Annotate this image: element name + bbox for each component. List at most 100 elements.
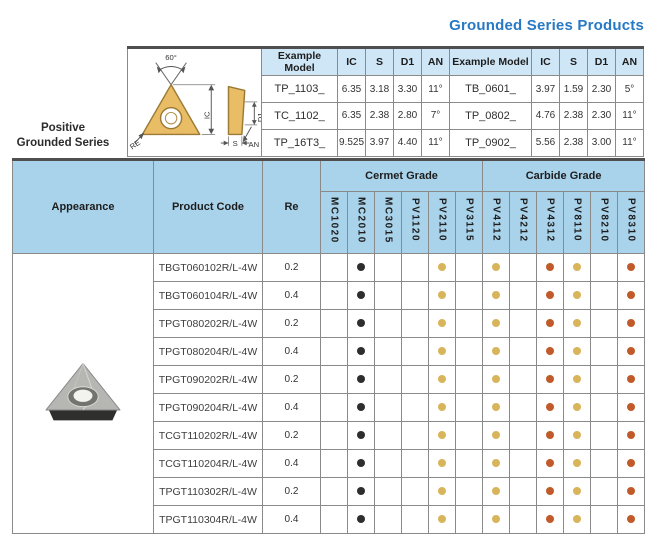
grade-dot-cell [320,505,348,534]
grade-dot-cell [428,309,456,338]
grade-dot-cell [617,365,646,394]
grade-dot-cell [347,253,375,282]
grade-dot-cell [454,253,484,282]
spec-value-cell: 2.30 [587,102,616,130]
grade-dot-cell [401,281,429,310]
spec-value-cell: 3.18 [365,75,394,103]
product-row: TBGT060102R/L-4W 0.2 [12,253,646,534]
grade-dot-cell [401,309,429,338]
grade-dot-cell [374,449,402,478]
spec-value-cell: 2.80 [393,102,422,130]
re-value-cell: 0.4 [262,393,321,422]
grade-availability-dot [492,347,501,356]
grade-dot-cell [536,281,565,310]
grade-availability-dot [627,431,636,440]
grade-availability-dot [357,459,365,468]
spec-header-example-model-left: Example Model [261,46,338,77]
grade-dot-cell [617,449,646,478]
grade-availability-dot [627,263,636,272]
re-value-cell: 0.2 [262,253,321,282]
grade-column-pv1120: PV1120 [401,191,429,254]
grade-availability-dot [438,403,446,412]
grade-availability-dot [627,459,636,468]
grade-dot-cell [482,421,511,450]
product-code-cell: TPGT080204R/L-4W [153,337,263,366]
grade-dot-cell [590,253,619,282]
grade-dot-cell [454,309,484,338]
spec-value-cell: 4.40 [393,128,422,158]
grade-dot-cell [509,421,538,450]
diagram-ic-label: IC [202,111,211,119]
diagram-d1-label: D1 [255,112,260,122]
grade-dot-cell [563,253,592,282]
re-value-cell: 0.2 [262,309,321,338]
grade-dot-cell [374,477,402,506]
grade-dot-cell [454,337,484,366]
grade-availability-dot [492,319,501,328]
grade-column-pv8210: PV8210 [590,191,619,254]
grade-dot-cell [617,477,646,506]
grade-column-mc1020: MC1020 [320,191,348,254]
grade-dot-cell [482,449,511,478]
grade-dot-cell [563,449,592,478]
grade-dot-cell [374,337,402,366]
grade-availability-dot [357,515,365,524]
grade-column-pv2110: PV2110 [428,191,456,254]
grade-dot-cell [563,337,592,366]
spec-value-cell: 5.56 [531,128,560,158]
insert-side-view [227,85,245,136]
example-model-cell: TP_16T3_ [261,128,338,158]
spec-value-cell: 3.30 [393,75,422,103]
grade-availability-dot [573,291,582,300]
grade-availability-dot [546,263,555,272]
grade-dot-cell [320,393,348,422]
grade-dot-cell [509,253,538,282]
grade-availability-dot [438,459,446,468]
example-model-cell: TP_0902_ [449,128,532,158]
grade-dot-cell [617,505,646,534]
grade-availability-dot [357,291,365,300]
grade-dot-cell [320,421,348,450]
re-value-cell: 0.4 [262,337,321,366]
product-row: TPGT110304R/L-4W 0.4 [13,505,646,534]
grade-dot-cell [454,281,484,310]
grade-dot-cell [590,337,619,366]
grade-availability-dot [357,347,365,356]
grade-dot-cell [536,421,565,450]
grade-dot-cell [509,393,538,422]
grade-dot-cell [482,365,511,394]
product-code-cell: TPGT110302R/L-4W [153,477,263,506]
example-model-cell: TB_0601_ [449,75,532,103]
grade-dot-cell [617,253,646,282]
grade-dot-cell [509,505,538,534]
example-model-cell: TP_0802_ [449,102,532,130]
spec-header-s-right: S [559,46,588,77]
spec-value-cell: 5° [615,75,644,103]
grade-availability-dot [492,459,501,468]
grade-dot-cell [320,337,348,366]
grade-availability-dot [627,515,636,524]
grade-dot-cell [536,365,565,394]
grade-availability-dot [546,487,555,496]
grade-availability-dot [627,319,636,328]
product-row: TPGT090202R/L-4W 0.2 [13,365,646,394]
grade-dot-cell [374,393,402,422]
grade-dot-cell [617,309,646,338]
product-row: TBGT060104R/L-4W 0.4 [13,281,646,310]
grade-dot-cell [590,281,619,310]
grade-dot-cell [428,253,456,282]
grade-dot-cell [374,281,402,310]
spec-row: TP_1103_ 6.35 3.18 3.30 11° TB_0601_ 3.97 1.59 2… [128,75,644,103]
grade-dot-cell [401,365,429,394]
spec-value-cell: 2.30 [587,75,616,103]
diagram-re-label: RE [129,138,142,151]
grade-availability-dot [573,403,582,412]
grade-availability-dot [627,403,636,412]
grade-dot-cell [563,421,592,450]
spec-row: TP_16T3_ 9.525 3.97 4.40 11° TP_0902_ 5.56 2.38… [128,128,644,158]
grade-availability-dot [627,375,636,384]
grade-dot-cell [454,421,484,450]
grade-dot-cell [590,421,619,450]
grade-availability-dot [546,431,555,440]
